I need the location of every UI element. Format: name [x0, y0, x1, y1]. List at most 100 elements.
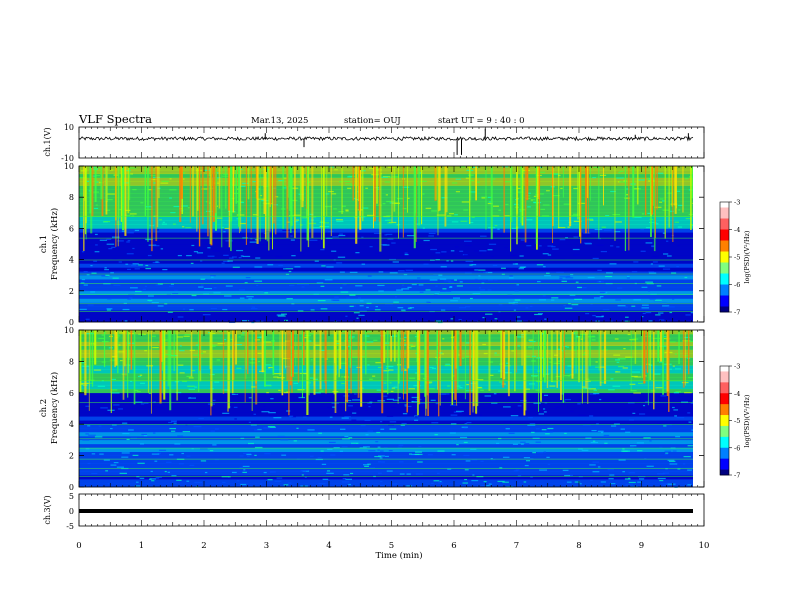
- spec2-speckle: [484, 395, 491, 397]
- ch2-colorbar-label: log(PSD)(V²/Hz): [743, 394, 751, 447]
- cb1-swatch: [720, 266, 729, 269]
- spec1-speckle: [200, 278, 206, 280]
- spec2-speckle: [397, 397, 401, 399]
- spec2-speckle: [393, 402, 399, 405]
- spec2-speckle: [687, 484, 692, 486]
- spec1-speckle: [145, 206, 153, 208]
- spec2-speckle: [151, 453, 160, 455]
- spec2-streak: [127, 330, 129, 398]
- spec2-speckle: [98, 337, 105, 340]
- spec1-speckle: [573, 254, 580, 256]
- spec1-speckle: [392, 202, 399, 204]
- spec2-speckle: [100, 407, 108, 409]
- spec2-speckle: [353, 393, 357, 395]
- spec2-speckle: [109, 359, 117, 361]
- spec2-speckle: [367, 364, 370, 366]
- spec2-speckle: [464, 469, 469, 471]
- spec2-streak: [128, 330, 130, 373]
- spec2-speckle: [503, 365, 511, 367]
- spec1-speckle: [112, 277, 119, 279]
- spec2-speckle: [135, 401, 143, 403]
- spec2-speckle: [365, 331, 372, 333]
- spec1-streak: [373, 166, 377, 222]
- cb2-swatch: [720, 366, 729, 369]
- spec1-speckle: [644, 178, 653, 180]
- spec2-streak: [581, 330, 583, 404]
- spec2-speckle: [326, 470, 331, 472]
- spec1-speckle: [483, 271, 489, 274]
- spec1-speckle: [173, 205, 180, 208]
- spec2-streak: [357, 330, 360, 398]
- spec1-speckle: [252, 214, 257, 216]
- spec2-speckle: [591, 429, 597, 432]
- spec2-speckle: [684, 392, 692, 394]
- spec1-narrowband: [79, 259, 693, 261]
- ch3-ytick-top: 5: [69, 492, 74, 501]
- spec2-speckle: [513, 470, 518, 472]
- spec1-speckle: [320, 285, 325, 287]
- spec2-streak: [334, 330, 337, 401]
- spec2-speckle: [177, 435, 184, 437]
- spec2-streak: [668, 330, 670, 412]
- spec2-speckle: [181, 452, 184, 455]
- spec1-streak: [393, 166, 396, 212]
- spec2-speckle: [179, 350, 185, 352]
- spec2-speckle: [341, 382, 345, 385]
- spec2-streak: [503, 330, 506, 380]
- spec1-band: [79, 228, 693, 233]
- spec1-speckle: [239, 289, 246, 291]
- spec1-speckle: [231, 184, 238, 186]
- spec2-speckle: [663, 337, 667, 340]
- spec1-speckle: [624, 306, 628, 308]
- cb2-swatch: [720, 420, 729, 423]
- spec1-speckle: [285, 268, 294, 270]
- spec2-speckle: [111, 389, 118, 391]
- spec2-speckle: [259, 483, 262, 485]
- spec2-streak: [684, 330, 686, 386]
- spec1-speckle: [140, 256, 146, 258]
- spec1-band: [79, 255, 693, 260]
- spec1-speckle: [281, 313, 287, 315]
- spec2-streak: [397, 330, 399, 404]
- spec2-streak: [387, 330, 389, 395]
- spec1-speckle: [487, 202, 493, 205]
- spec1-speckle: [544, 275, 551, 277]
- spec1-speckle: [320, 221, 325, 223]
- spec2-speckle: [632, 371, 641, 373]
- spec2-speckle: [622, 471, 626, 473]
- spec1-speckle: [446, 260, 449, 262]
- spec1-speckle: [542, 204, 550, 206]
- spec2-streak: [587, 330, 589, 404]
- ch2-colorbar: -3-4-5-6-7 log(PSD)(V²/Hz): [719, 363, 751, 480]
- spec2-speckle: [655, 387, 663, 389]
- spec2-speckle: [675, 436, 681, 438]
- spec1-streak: [562, 166, 564, 198]
- spec1-speckle: [640, 228, 645, 231]
- spec2-speckle: [649, 440, 652, 442]
- spec2-speckle: [360, 355, 365, 358]
- spec1-speckle: [347, 176, 352, 178]
- spec2-speckle: [517, 345, 521, 347]
- spec2-speckle: [339, 450, 343, 452]
- spec2-speckle: [638, 413, 646, 415]
- spec1-speckle: [477, 320, 480, 323]
- spec1-speckle: [138, 264, 143, 266]
- spec2-speckle: [132, 454, 139, 456]
- xtick-label-8: 8: [576, 541, 581, 551]
- spec1-speckle: [670, 203, 678, 205]
- spec1-speckle: [551, 297, 559, 299]
- spec2-streak: [383, 330, 386, 363]
- spec1-speckle: [283, 268, 286, 270]
- spec1-speckle: [204, 279, 208, 281]
- spec2-speckle: [599, 382, 605, 384]
- spec1-speckle: [525, 307, 529, 309]
- spec2-speckle: [659, 361, 663, 363]
- spec2-speckle: [526, 460, 531, 462]
- spec2-band: [79, 483, 693, 488]
- cb2-swatch: [720, 449, 729, 452]
- spec2-speckle: [388, 450, 393, 452]
- spec2-speckle: [88, 434, 96, 436]
- spec2-speckle: [464, 478, 468, 481]
- spec2-band: [79, 467, 693, 472]
- spec1-speckle: [105, 209, 111, 211]
